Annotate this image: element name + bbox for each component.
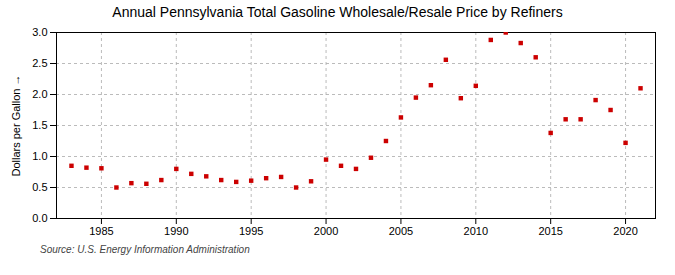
- html-text:Source: U.S. Energy Informatio: Source: U.S. Energy Information Administ…: [40, 244, 250, 255]
- svg-text:0.0: 0.0: [32, 212, 47, 224]
- svg-text:1.0: 1.0: [32, 150, 47, 162]
- svg-text:2000: 2000: [314, 225, 338, 237]
- svg-text:2005: 2005: [389, 225, 413, 237]
- svg-text:3.0: 3.0: [32, 26, 47, 38]
- svg-text:2020: 2020: [613, 225, 637, 237]
- svg-text:Dollars per Gallon →: Dollars per Gallon →: [10, 74, 22, 176]
- svg-text:2.0: 2.0: [32, 88, 47, 100]
- svg-text:1995: 1995: [239, 225, 263, 237]
- svg-text:2.5: 2.5: [32, 57, 47, 69]
- svg-text:1985: 1985: [89, 225, 113, 237]
- svg-text:2015: 2015: [538, 225, 562, 237]
- svg-text:1.5: 1.5: [32, 119, 47, 131]
- svg-text:2010: 2010: [464, 225, 488, 237]
- svg-text:1990: 1990: [164, 225, 188, 237]
- html-text:Annual Pennsylvania Total Gaso: Annual Pennsylvania Total Gasoline Whole…: [112, 4, 563, 20]
- svg-text:0.5: 0.5: [32, 181, 47, 193]
